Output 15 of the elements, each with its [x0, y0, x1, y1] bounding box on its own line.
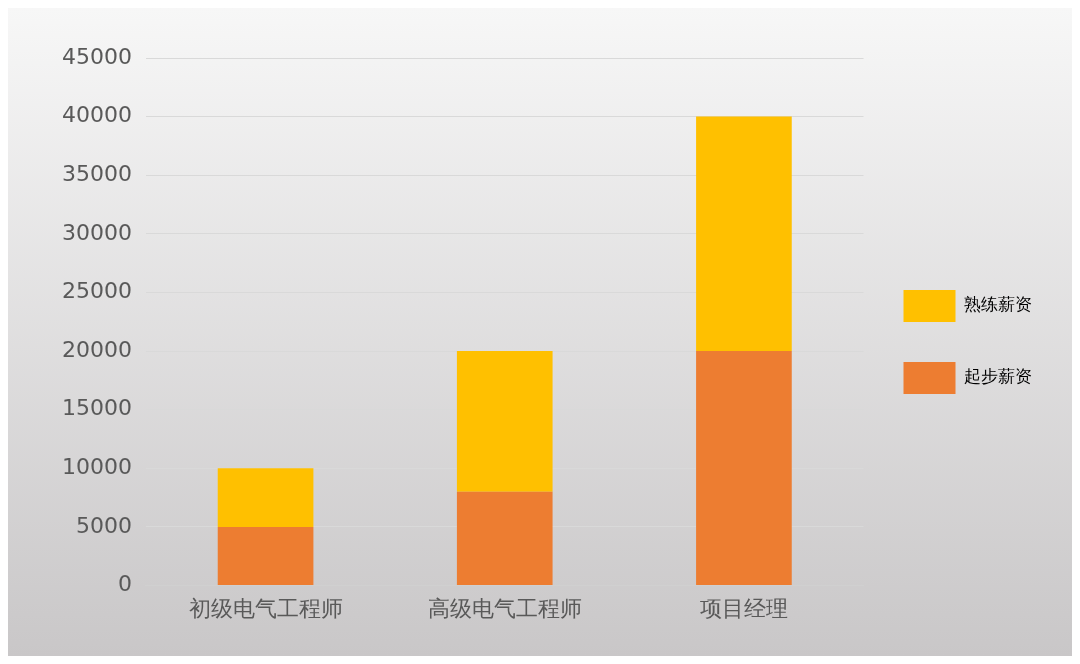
legend-label: 熟练薪资	[964, 294, 1032, 315]
y-tick-label: 15000	[61, 395, 132, 421]
y-tick-label: 30000	[61, 219, 132, 245]
y-tick-label: 35000	[61, 160, 132, 186]
legend-label: 起步薪资	[964, 366, 1032, 387]
y-tick-label: 25000	[61, 278, 132, 304]
y-tick-label: 40000	[61, 102, 132, 128]
y-tick-label: 45000	[61, 43, 132, 69]
y-tick-label: 5000	[75, 512, 132, 538]
y-tick-label: 20000	[61, 336, 132, 362]
x-tick-label: 初级电气工程师	[188, 595, 343, 621]
y-tick-label: 10000	[61, 454, 132, 480]
x-tick-label: 高级电气工程师	[427, 595, 582, 621]
y-tick-label: 0	[117, 571, 132, 597]
x-tick-label: 项目经理	[699, 595, 788, 621]
